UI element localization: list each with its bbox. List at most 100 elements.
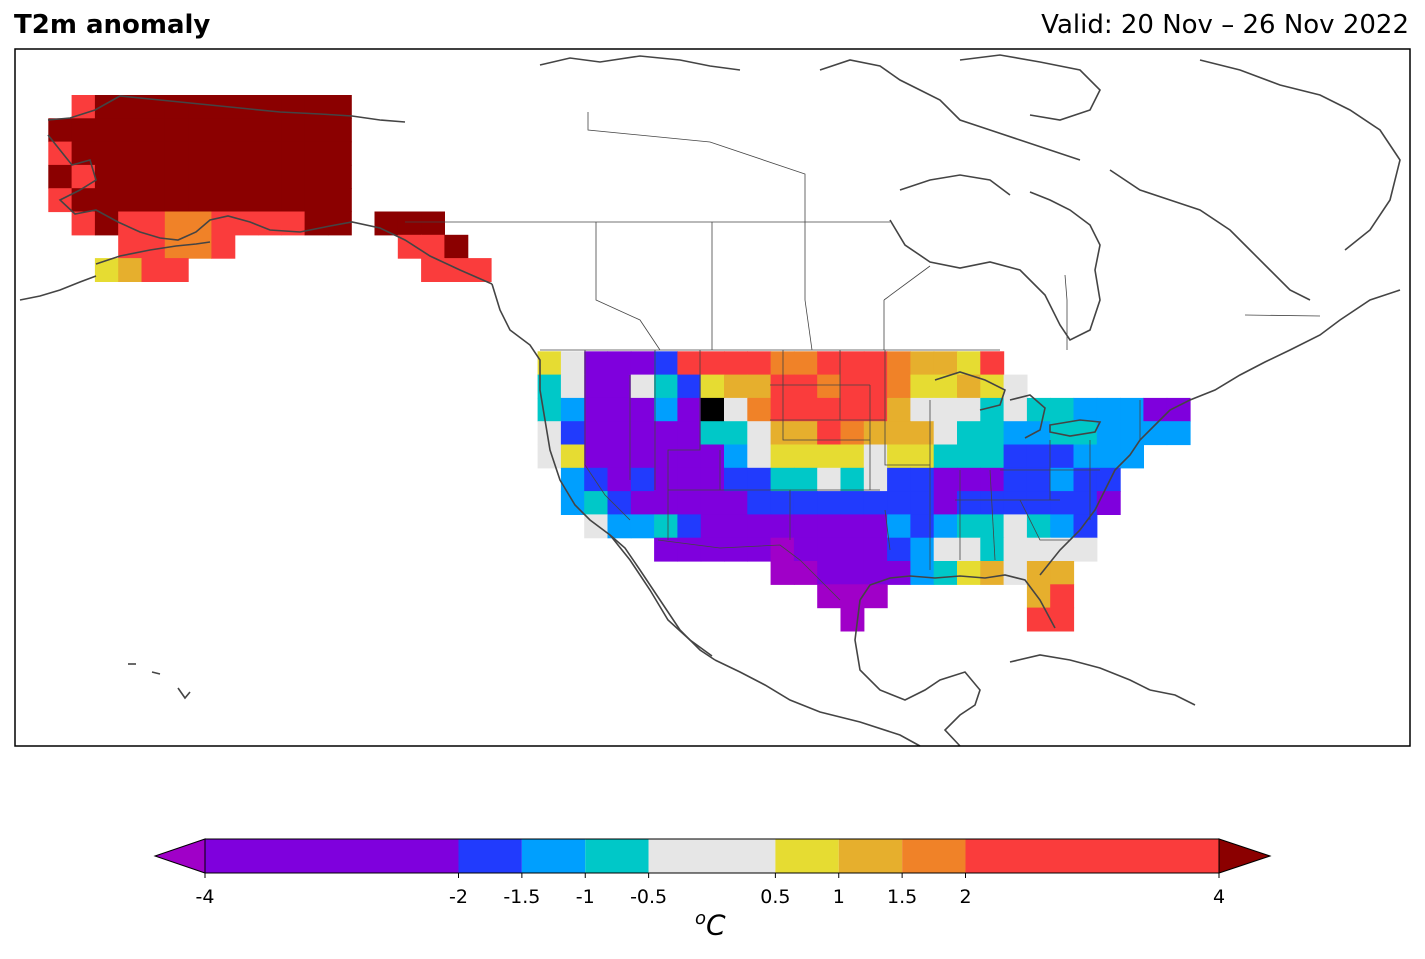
anomaly-cell bbox=[1166, 397, 1191, 422]
anomaly-cell bbox=[793, 467, 818, 492]
anomaly-cell bbox=[840, 607, 865, 632]
colorbar-segment bbox=[965, 839, 1219, 873]
anomaly-cell bbox=[1050, 491, 1075, 515]
anomaly-cell bbox=[1003, 397, 1028, 422]
anomaly-cell bbox=[188, 141, 212, 166]
map-frame bbox=[14, 48, 1411, 747]
anomaly-cell bbox=[770, 444, 795, 469]
anomaly-cell bbox=[164, 164, 189, 189]
anomaly-cell bbox=[1073, 514, 1098, 539]
anomaly-cell bbox=[141, 95, 166, 119]
colorbar-segment bbox=[458, 839, 522, 873]
colorbar-tick-label: 2 bbox=[959, 886, 971, 908]
anomaly-cell bbox=[584, 444, 609, 469]
anomaly-cell bbox=[887, 374, 911, 399]
anomaly-cell bbox=[677, 397, 702, 422]
anomaly-cell bbox=[48, 141, 73, 166]
anomaly-cell bbox=[654, 537, 678, 562]
anomaly-cell bbox=[374, 211, 399, 236]
anomaly-cell bbox=[863, 561, 888, 585]
colorbar-tick-label: -4 bbox=[196, 886, 215, 908]
colorbar-segment bbox=[521, 839, 586, 873]
anomaly-cell bbox=[1050, 467, 1075, 492]
colorbar-unit: oC bbox=[695, 908, 726, 942]
anomaly-cell bbox=[327, 118, 352, 143]
anomaly-cell bbox=[770, 421, 795, 446]
anomaly-cell bbox=[71, 211, 96, 236]
anomaly-cell bbox=[281, 211, 306, 236]
anomaly-cell bbox=[980, 514, 1005, 539]
anomaly-cell bbox=[607, 514, 632, 539]
anomaly-cell bbox=[957, 514, 981, 539]
anomaly-cell bbox=[700, 537, 725, 562]
anomaly-cell bbox=[607, 397, 632, 422]
anomaly-cell bbox=[164, 95, 189, 119]
colorbar-segment bbox=[648, 839, 776, 873]
anomaly-cell bbox=[281, 95, 306, 119]
anomaly-cell bbox=[747, 537, 772, 562]
colorbar-segment bbox=[585, 839, 649, 873]
anomaly-cell bbox=[1166, 421, 1191, 446]
anomaly-cell bbox=[281, 188, 306, 213]
anomaly-cell bbox=[793, 351, 818, 376]
anomaly-cell bbox=[141, 188, 166, 213]
anomaly-cell bbox=[1050, 561, 1075, 585]
anomaly-cell bbox=[793, 514, 818, 539]
anomaly-cell bbox=[793, 397, 818, 422]
anomaly-cell bbox=[747, 397, 772, 422]
anomaly-cell bbox=[654, 397, 678, 422]
anomaly-cell bbox=[1026, 561, 1051, 585]
anomaly-cell bbox=[700, 467, 725, 492]
anomaly-cell bbox=[724, 467, 748, 492]
anomaly-cell bbox=[770, 491, 795, 515]
anomaly-cell bbox=[1120, 397, 1144, 422]
anomaly-cell bbox=[700, 491, 725, 515]
anomaly-cell bbox=[164, 211, 189, 236]
anomaly-cell bbox=[677, 467, 702, 492]
anomaly-cell bbox=[1073, 444, 1098, 469]
anomaly-cell bbox=[863, 421, 888, 446]
anomaly-cell bbox=[560, 397, 585, 422]
anomaly-cell bbox=[94, 118, 119, 143]
anomaly-cell bbox=[677, 351, 702, 376]
anomaly-cell bbox=[654, 514, 678, 539]
anomaly-cell bbox=[700, 351, 725, 376]
anomaly-cell bbox=[700, 514, 725, 539]
anomaly-cell bbox=[654, 374, 678, 399]
anomaly-cell bbox=[630, 397, 655, 422]
colorbar-tick-label: 0.5 bbox=[760, 886, 790, 908]
anomaly-cell bbox=[724, 397, 748, 422]
anomaly-cell bbox=[234, 118, 259, 143]
anomaly-cell bbox=[630, 491, 655, 515]
anomaly-cell bbox=[327, 188, 352, 213]
anomaly-cell bbox=[817, 584, 842, 609]
anomaly-cell bbox=[234, 164, 259, 189]
anomaly-cell bbox=[48, 164, 73, 189]
anomaly-cell bbox=[840, 514, 865, 539]
anomaly-cell bbox=[817, 537, 842, 562]
anomaly-cell bbox=[840, 561, 865, 585]
colorbar-tick-label: 1.5 bbox=[887, 886, 917, 908]
colorbar-under-extension bbox=[153, 838, 206, 874]
anomaly-cell bbox=[1050, 397, 1075, 422]
anomaly-cell bbox=[677, 374, 702, 399]
anomaly-cell bbox=[1143, 397, 1168, 422]
anomaly-cell bbox=[94, 95, 119, 119]
anomaly-cell bbox=[560, 421, 585, 446]
anomaly-cell bbox=[258, 211, 282, 236]
anomaly-cell bbox=[863, 397, 888, 422]
anomaly-cell bbox=[281, 141, 306, 166]
anomaly-cell bbox=[933, 537, 958, 562]
anomaly-cell bbox=[933, 374, 958, 399]
anomaly-cell bbox=[164, 258, 189, 282]
valid-period: Valid: 20 Nov – 26 Nov 2022 bbox=[1041, 10, 1409, 40]
anomaly-cell bbox=[677, 537, 702, 562]
anomaly-cell bbox=[118, 164, 143, 189]
anomaly-cell bbox=[817, 421, 842, 446]
anomaly-cell bbox=[957, 444, 981, 469]
anomaly-cell bbox=[537, 374, 562, 399]
anomaly-cell bbox=[164, 188, 189, 213]
anomaly-cell bbox=[933, 467, 958, 492]
anomaly-cell bbox=[957, 561, 981, 585]
anomaly-cell bbox=[770, 374, 795, 399]
